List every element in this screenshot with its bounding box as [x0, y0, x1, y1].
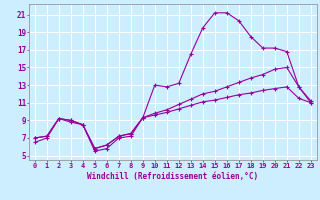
- X-axis label: Windchill (Refroidissement éolien,°C): Windchill (Refroidissement éolien,°C): [87, 172, 258, 181]
